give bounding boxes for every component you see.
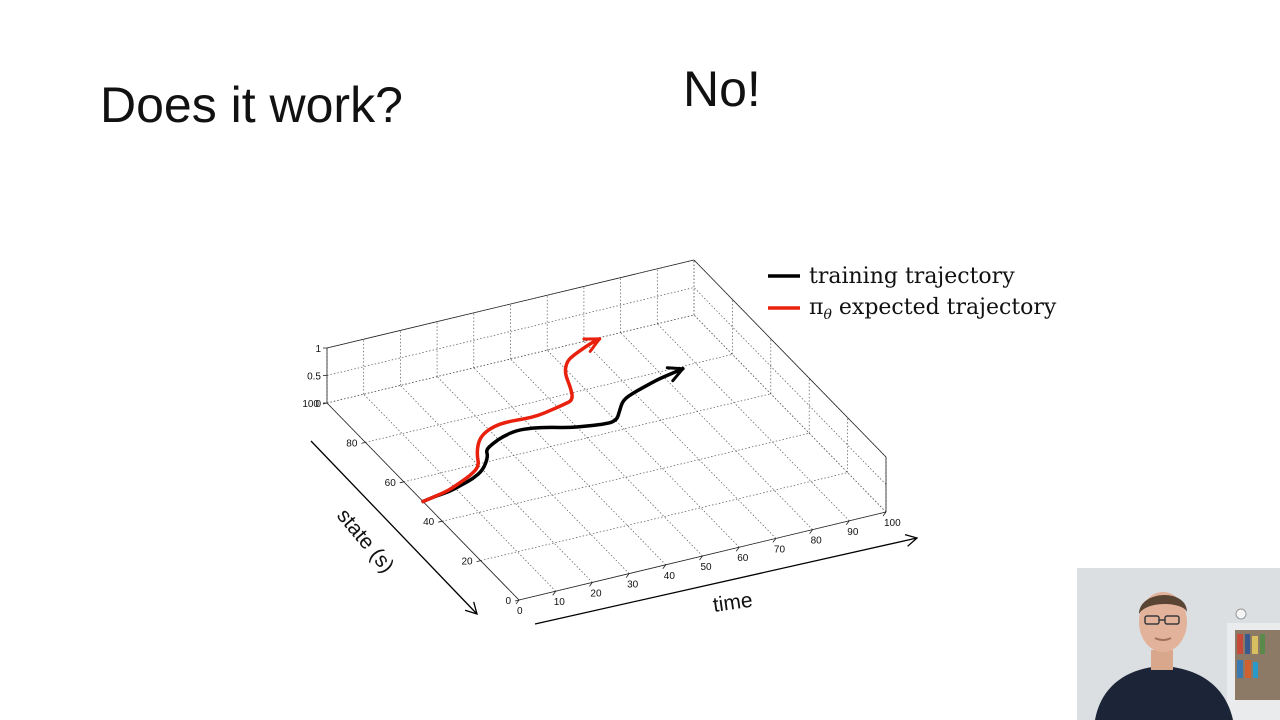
y-tick-label: 40 — [423, 517, 435, 528]
z-tick-label: 0.5 — [307, 372, 321, 383]
y-tick-label: 80 — [346, 438, 358, 449]
series-expected-trajectory — [421, 337, 602, 504]
y-tick-label: 100 — [302, 399, 319, 410]
series-training-trajectory — [421, 366, 685, 504]
x-tick-mark — [809, 529, 813, 534]
x-tick-label: 10 — [554, 597, 566, 608]
state-axis-arrowhead — [464, 601, 478, 615]
time-axis-arrow — [534, 537, 918, 625]
z-tick-label: 1 — [315, 344, 321, 355]
chart-floor-grid — [326, 314, 887, 601]
x-tick-mark — [882, 511, 887, 517]
slide-title: Does it work? — [100, 77, 403, 133]
floor-gridline-x — [620, 332, 813, 530]
floor-gridline-x — [546, 349, 740, 548]
series-expected-trajectory-arrowhead — [582, 337, 601, 353]
floor-gridline-x — [510, 358, 703, 557]
y-tick-mark — [476, 560, 481, 562]
y-tick-label: 0 — [505, 596, 511, 607]
y-tick-mark — [399, 481, 404, 484]
x-tick-label: 20 — [590, 588, 602, 599]
legend-label-expected-symbol: π — [809, 295, 823, 320]
x-tick-mark — [552, 590, 557, 596]
slide-answer: No! — [683, 61, 761, 117]
presenter-webcam — [1077, 568, 1280, 720]
x-tick-label: 0 — [517, 606, 523, 617]
floor-gridline-x — [693, 314, 887, 513]
x-tick-mark — [625, 573, 630, 578]
x-tick-mark — [662, 564, 667, 570]
x-tick-mark — [845, 520, 850, 526]
y-tick-label: 20 — [461, 557, 473, 568]
legend-label-expected-suffix: expected trajectory — [832, 295, 1057, 320]
time-axis-arrowhead — [904, 533, 919, 547]
chart-series — [421, 337, 685, 504]
frame-edge — [326, 259, 695, 349]
y-tick-mark — [361, 442, 366, 444]
legend-label-expected-subscript: θ — [823, 307, 832, 323]
x-tick-label: 30 — [627, 580, 639, 591]
x-tick-label: 70 — [774, 544, 786, 555]
x-tick-label: 80 — [811, 536, 823, 547]
x-tick-label: 40 — [664, 571, 676, 582]
series-training-trajectory-arrowhead — [665, 366, 685, 383]
y-tick-mark — [438, 520, 443, 523]
x-tick-label: 60 — [737, 553, 749, 564]
z-tick-label: 0 — [315, 399, 321, 410]
back-wall-gridline-z — [326, 287, 695, 376]
x-tick-mark — [589, 582, 593, 587]
x-tick-label: 50 — [701, 562, 713, 573]
floor-gridline-y — [480, 472, 848, 561]
x-tick-label: 90 — [847, 527, 859, 538]
x-tick-mark — [699, 555, 703, 561]
y-tick-label: 60 — [385, 478, 397, 489]
x-tick-mark — [772, 538, 777, 543]
right-wall-gridline-z — [693, 287, 887, 485]
frame-edge — [693, 259, 887, 458]
x-tick-mark — [515, 599, 520, 605]
floor-gridline-x — [583, 341, 777, 539]
floor-gridline-x — [657, 323, 850, 522]
x-tick-label: 100 — [884, 518, 901, 529]
floor-gridline-x — [473, 367, 667, 566]
floor-gridline-y — [442, 432, 810, 522]
state-axis-arrow — [310, 440, 478, 615]
chart-legend: training trajectory πθ expected trajecto… — [768, 264, 1057, 323]
floor-gridline-x — [400, 385, 593, 583]
floor-gridline-x — [436, 376, 630, 574]
legend-label-expected: πθ expected trajectory — [809, 295, 1057, 323]
floor-gridline-x — [363, 393, 556, 592]
x-tick-mark — [735, 546, 740, 552]
presenter-image — [1077, 568, 1280, 720]
y-axis-label: state (s) — [332, 504, 398, 577]
y-tick-mark — [514, 599, 520, 602]
legend-label-training: training trajectory — [809, 264, 1015, 289]
x-axis-label: time — [711, 589, 754, 617]
chart-axes — [310, 402, 919, 625]
chart-walls — [326, 259, 887, 513]
